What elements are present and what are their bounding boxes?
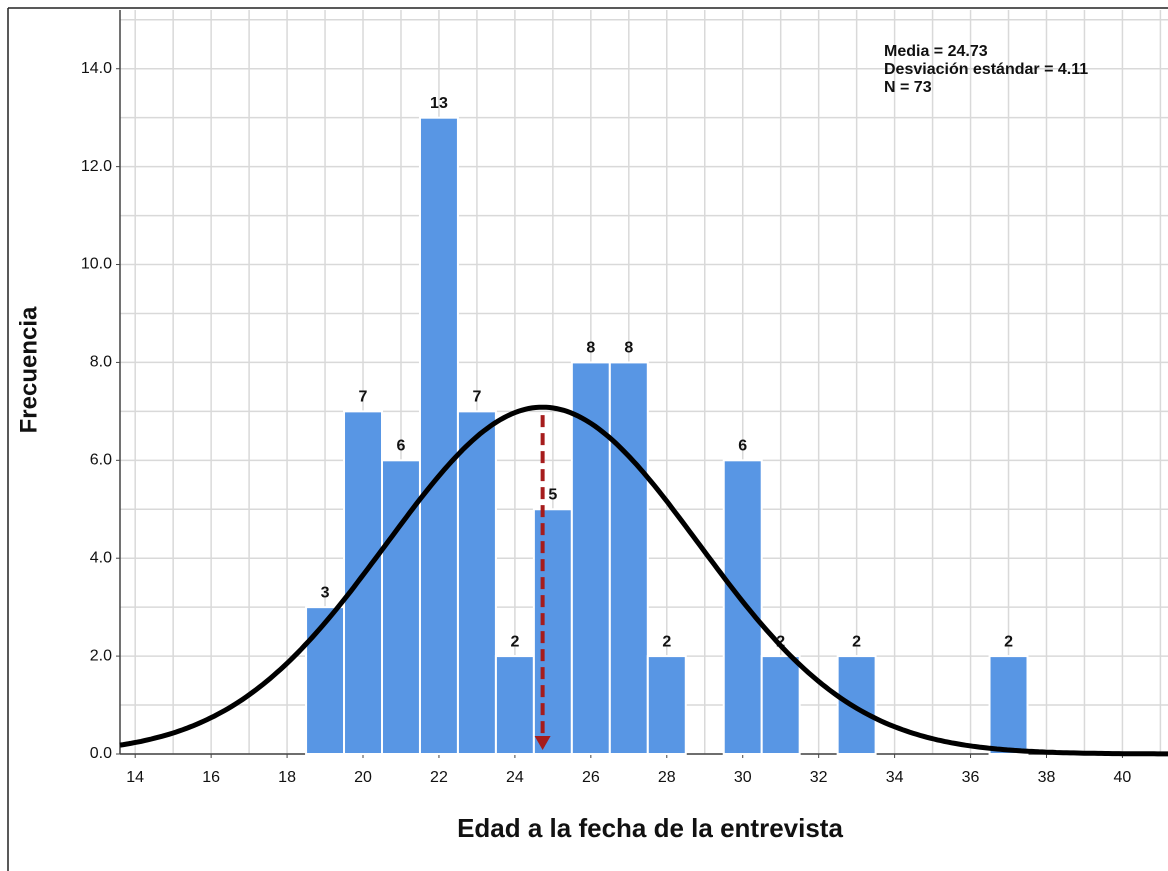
data-label: 5 [548, 486, 557, 503]
data-label: 2 [662, 633, 671, 650]
data-label: 2 [1004, 633, 1013, 650]
bar [305, 606, 346, 755]
data-label: 7 [359, 389, 368, 406]
x-tick-label: 28 [658, 769, 676, 786]
data-label: 2 [852, 633, 861, 650]
data-label: 13 [430, 95, 448, 112]
y-tick-label: 10.0 [81, 256, 112, 273]
y-axis-title: Frecuencia [15, 306, 42, 433]
y-tick-label: 12.0 [81, 158, 112, 175]
x-tick-label: 30 [734, 769, 752, 786]
data-label: 8 [624, 340, 633, 357]
bar [418, 116, 459, 756]
data-label: 3 [321, 584, 330, 601]
y-tick-label: 2.0 [90, 647, 112, 664]
x-tick-label: 40 [1114, 769, 1132, 786]
bar [722, 459, 763, 755]
x-tick-label: 22 [430, 769, 448, 786]
bar [343, 410, 384, 755]
data-label: 2 [510, 633, 519, 650]
bar [494, 655, 535, 756]
y-tick-label: 4.0 [90, 549, 112, 566]
x-tick-label: 34 [886, 769, 904, 786]
x-tick-label: 20 [354, 769, 372, 786]
data-label: 8 [586, 340, 595, 357]
bar [608, 361, 649, 755]
data-label: 6 [397, 438, 406, 455]
x-tick-label: 14 [126, 769, 144, 786]
x-tick-label: 36 [962, 769, 980, 786]
annotation: Desviación estándar = 4.11 [884, 61, 1088, 78]
bar [570, 361, 611, 755]
x-tick-label: 32 [810, 769, 828, 786]
x-tick-label: 26 [582, 769, 600, 786]
bar [988, 655, 1029, 756]
bar [456, 410, 497, 755]
data-label: 7 [472, 389, 481, 406]
mean-arrowhead [534, 736, 551, 750]
x-tick-label: 24 [506, 769, 524, 786]
annotation: N = 73 [884, 79, 932, 96]
x-tick-label: 18 [278, 769, 296, 786]
y-tick-label: 8.0 [90, 354, 112, 371]
data-label: 2 [776, 633, 785, 650]
bar [760, 655, 801, 756]
x-axis-title: Edad a la fecha de la entrevista [457, 813, 843, 843]
bar [646, 655, 687, 756]
bar [836, 655, 877, 756]
y-tick-label: 14.0 [81, 60, 112, 77]
annotation: Media = 24.73 [884, 43, 988, 60]
bar [532, 508, 573, 755]
data-label: 6 [738, 438, 747, 455]
x-tick-label: 38 [1038, 769, 1056, 786]
normal-curve [119, 404, 1168, 757]
y-tick-label: 0.0 [90, 745, 112, 762]
y-tick-label: 6.0 [90, 452, 112, 469]
x-tick-label: 16 [202, 769, 220, 786]
